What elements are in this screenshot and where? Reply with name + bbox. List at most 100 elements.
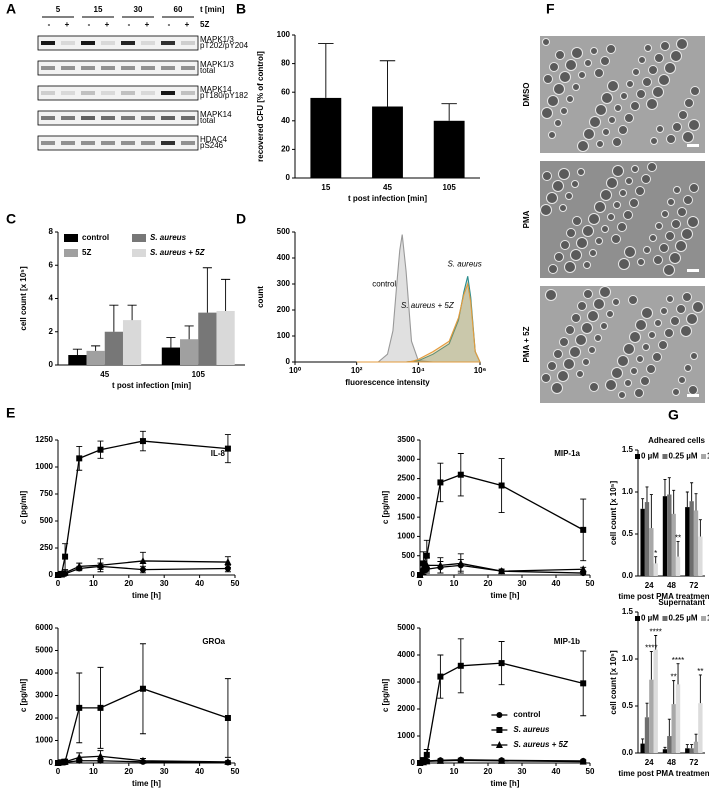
cell <box>578 71 586 79</box>
marker <box>61 568 69 576</box>
y-tick-label: 500 <box>277 227 291 236</box>
blot-band <box>101 91 115 95</box>
marker <box>423 561 431 569</box>
error-bar <box>649 494 653 529</box>
y-tick-label: 3500 <box>397 435 415 444</box>
cell <box>658 74 670 86</box>
error-bar <box>654 556 658 564</box>
cell <box>605 379 617 391</box>
cell <box>582 225 594 237</box>
band-label: total <box>200 116 215 125</box>
cell <box>620 92 628 100</box>
bar <box>685 507 690 576</box>
cell <box>630 367 638 375</box>
x-tick-label: 40 <box>552 767 561 776</box>
bar <box>675 556 681 576</box>
cell <box>576 237 588 249</box>
cell <box>571 180 579 188</box>
sign-label: + <box>105 20 110 29</box>
cell <box>588 346 596 354</box>
cell <box>636 355 644 363</box>
cell <box>687 216 699 228</box>
bar <box>372 106 403 178</box>
time-label: 30 <box>134 5 143 14</box>
cell <box>640 376 650 386</box>
cell <box>652 86 664 98</box>
cell <box>661 210 669 218</box>
cell <box>642 77 652 87</box>
bar <box>644 717 650 753</box>
cell <box>613 201 621 209</box>
cell <box>571 313 581 323</box>
band-label: pT180/pY182 <box>200 91 249 100</box>
cell <box>688 119 700 131</box>
y-axis-label: cell count [x 10⁵] <box>19 266 28 331</box>
error-bar <box>676 663 680 685</box>
bar <box>698 536 703 576</box>
cell <box>600 56 610 66</box>
y-tick-label: 1250 <box>35 435 53 444</box>
cell <box>672 122 682 132</box>
y-tick-label: 0.5 <box>622 529 634 538</box>
panel-letter: C <box>6 211 16 227</box>
marker <box>97 704 104 711</box>
error-bar <box>318 43 334 98</box>
cell <box>686 313 698 325</box>
marker <box>96 561 104 569</box>
cell <box>569 346 581 358</box>
cell <box>583 261 591 269</box>
bar <box>649 528 654 576</box>
error-bar <box>690 744 694 749</box>
cell <box>570 249 582 261</box>
x-tick-label: 50 <box>231 767 240 776</box>
significance: **** <box>672 656 684 665</box>
x-tick-label: 30 <box>518 767 527 776</box>
error-bar <box>672 489 676 514</box>
marker <box>97 446 104 453</box>
y-tick-label: 1.0 <box>622 654 634 663</box>
blot-band <box>41 66 55 70</box>
cell <box>581 322 593 334</box>
cell <box>577 140 589 152</box>
sign-label: + <box>65 20 70 29</box>
blot-band <box>81 91 95 95</box>
cell <box>554 119 562 127</box>
y-tick-label: 6000 <box>35 623 53 632</box>
bar <box>667 736 672 753</box>
y-tick-label: 400 <box>277 253 291 262</box>
marker <box>224 445 231 452</box>
y-tick-label: 500 <box>402 551 416 560</box>
cell <box>560 107 568 115</box>
y-tick-label: 1.5 <box>622 607 634 616</box>
bar <box>640 743 645 753</box>
cell <box>565 192 573 200</box>
scale-bar <box>687 144 699 147</box>
time-unit: t [min] <box>200 5 225 14</box>
cell <box>647 162 657 172</box>
cell <box>623 343 635 355</box>
x-tick-label: 24 <box>645 581 654 590</box>
cell <box>575 334 587 346</box>
cell <box>601 225 609 233</box>
x-tick-label: 0 <box>418 767 423 776</box>
series-label: S. aureus <box>447 259 481 268</box>
cell <box>606 177 618 189</box>
x-tick-label: 48 <box>667 581 676 590</box>
cell <box>601 92 613 104</box>
x-tick-label: 40 <box>552 579 561 588</box>
legend-label: 0 µM <box>641 614 659 623</box>
blot-band <box>121 66 135 70</box>
x-tick-label: 30 <box>518 579 527 588</box>
error-bar <box>645 486 649 503</box>
cell <box>589 116 601 128</box>
cell <box>587 310 599 322</box>
y-tick-label: 1000 <box>397 532 415 541</box>
cell <box>577 168 585 176</box>
error-bar <box>379 60 396 107</box>
legend-swatch <box>635 616 640 621</box>
cell <box>670 50 682 62</box>
cell <box>559 71 571 83</box>
blot-band <box>101 41 115 45</box>
x-tick-label: 10 <box>89 767 98 776</box>
cell <box>600 189 612 201</box>
